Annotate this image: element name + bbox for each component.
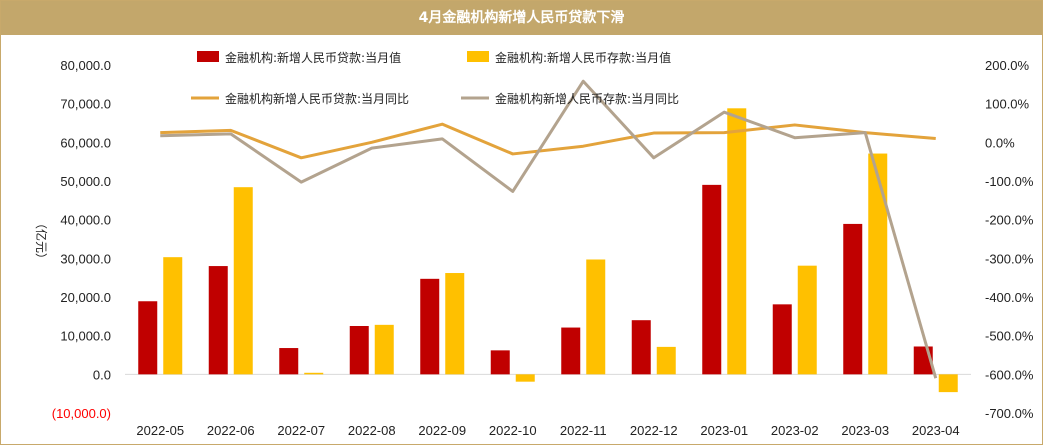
- deposit-bar: [445, 273, 465, 375]
- y-left-tick-label: 70,000.0: [60, 97, 111, 112]
- loan-bar: [208, 266, 228, 375]
- x-tick-label: 2023-01: [700, 423, 748, 438]
- loan-bar: [279, 348, 299, 375]
- deposit-bar: [163, 257, 183, 375]
- y-right-tick-label: -100.0%: [985, 174, 1034, 189]
- x-tick-label: 2023-03: [841, 423, 889, 438]
- x-tick-label: 2022-08: [348, 423, 396, 438]
- loan-bar: [843, 223, 863, 375]
- x-tick-label: 2022-06: [207, 423, 255, 438]
- loan-bar: [490, 350, 510, 375]
- legend-loan-yoy-label: 金融机构新增人民币贷款:当月同比: [225, 91, 409, 106]
- y-left-tick-label: 40,000.0: [60, 213, 111, 228]
- y-right-tick-label: -300.0%: [985, 251, 1034, 266]
- x-tick-label: 2022-07: [277, 423, 325, 438]
- loan-yoy-line: [160, 122, 936, 160]
- x-tick-label: 2023-04: [912, 423, 960, 438]
- x-tick-label: 2022-09: [418, 423, 466, 438]
- loan-bar: [772, 304, 792, 375]
- loan-bar: [420, 278, 440, 375]
- y-left-tick-label: 30,000.0: [60, 251, 111, 266]
- chart-title: 4月金融机构新增人民币贷款下滑: [1, 1, 1042, 35]
- y-right-tick-label: -600.0%: [985, 367, 1034, 382]
- deposit-bar: [233, 187, 253, 375]
- deposit-bar: [727, 108, 747, 375]
- y-left-tick-label: (10,000.0): [52, 406, 111, 421]
- deposit-bar: [515, 374, 535, 382]
- x-tick-label: 2022-05: [136, 423, 184, 438]
- deposit-bar: [938, 374, 958, 393]
- loan-bar: [349, 326, 369, 375]
- y-right-tick-label: -200.0%: [985, 213, 1034, 228]
- legend-deposit-bar-label: 金融机构:新增人民币存款:当月值: [495, 50, 671, 65]
- y-left-unit-label: （亿元）: [34, 217, 49, 265]
- y-left-tick-label: 60,000.0: [60, 135, 111, 150]
- x-tick-label: 2023-02: [771, 423, 819, 438]
- legend-deposit-bar-swatch: [467, 51, 489, 62]
- y-right-tick-label: -500.0%: [985, 329, 1034, 344]
- y-left-tick-label: 50,000.0: [60, 174, 111, 189]
- x-tick-label: 2022-12: [630, 423, 678, 438]
- x-tick-label: 2022-11: [560, 423, 607, 438]
- y-left-tick-label: 10,000.0: [60, 329, 111, 344]
- deposit-bar: [586, 259, 606, 375]
- y-right-tick-label: -700.0%: [985, 406, 1034, 421]
- deposit-bar: [374, 324, 394, 375]
- loan-bar: [138, 301, 158, 375]
- deposit-bar: [868, 153, 888, 375]
- deposit-bar: [797, 265, 817, 375]
- x-tick-label: 2022-10: [489, 423, 537, 438]
- y-right-tick-label: 200.0%: [985, 58, 1030, 73]
- deposit-bar: [304, 372, 324, 375]
- y-left-tick-label: 20,000.0: [60, 290, 111, 305]
- y-right-tick-label: 100.0%: [985, 97, 1030, 112]
- deposit-yoy-line: [160, 79, 938, 379]
- legend-loan-bar-swatch: [197, 51, 219, 62]
- loan-bar: [702, 184, 722, 375]
- deposit-bar: [656, 346, 676, 375]
- y-left-tick-label: 0.0: [93, 367, 111, 382]
- y-right-tick-label: 0.0%: [985, 135, 1015, 150]
- legend-loan-bar-label: 金融机构:新增人民币贷款:当月值: [225, 50, 401, 65]
- loan-bar: [561, 327, 581, 375]
- legend-deposit-yoy-label: 金融机构新增人民币存款:当月同比: [495, 91, 679, 106]
- y-left-tick-label: 80,000.0: [60, 58, 111, 73]
- loan-bar: [631, 320, 651, 375]
- y-right-tick-label: -400.0%: [985, 290, 1034, 305]
